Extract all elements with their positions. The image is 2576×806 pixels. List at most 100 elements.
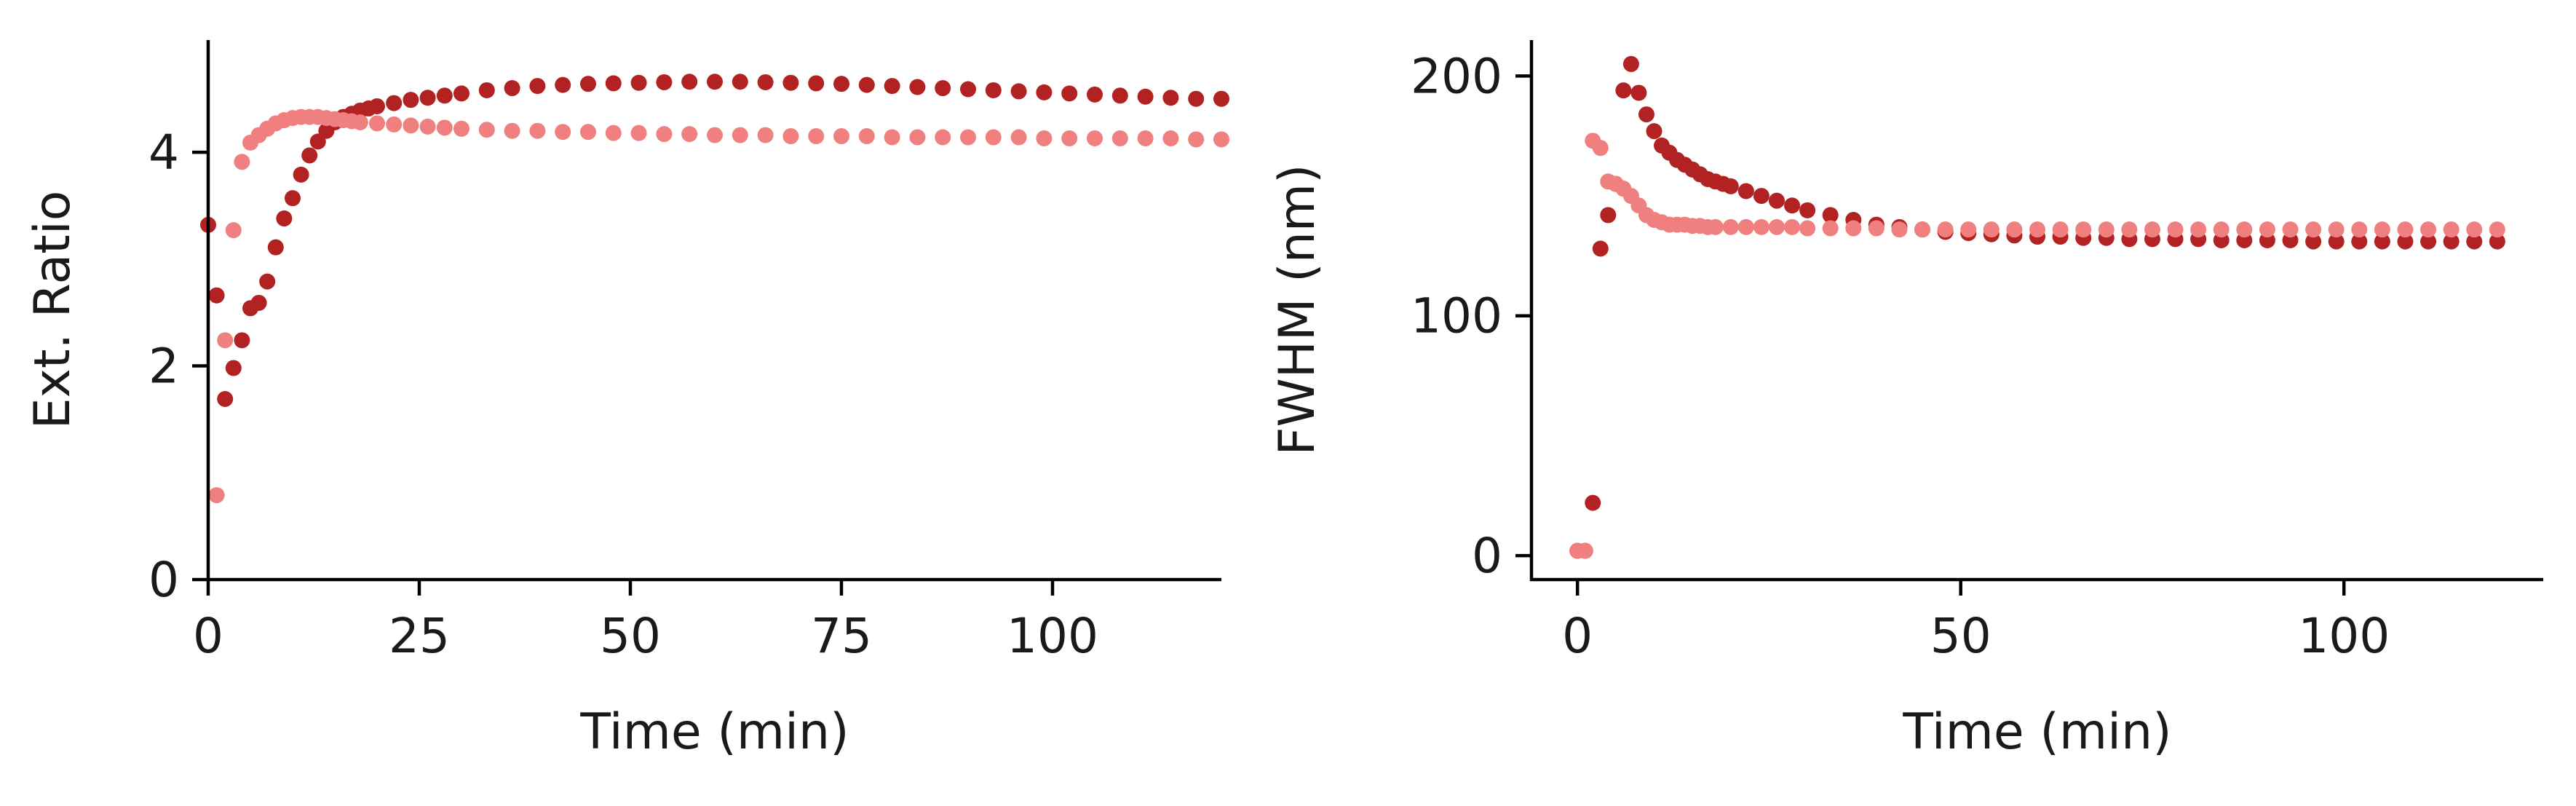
ext-ratio-ticks: 0 25 50 75 100 0 2 4 <box>148 125 1098 664</box>
ext-ratio-series-1-point <box>1036 84 1053 100</box>
ext-ratio-series-2-point <box>234 154 250 170</box>
fwhm-series-1-point <box>2443 233 2460 250</box>
ext-ratio-series-2-point <box>580 124 596 141</box>
fwhm-series-2-point <box>2282 221 2299 238</box>
ext-ratio-series-2-point <box>1162 130 1179 146</box>
ext-ratio-series-2-point <box>1061 130 1078 146</box>
ext-ratio-series-1-point <box>293 166 309 183</box>
fwhm-series-1-point <box>1722 178 1739 194</box>
ext-ratio-series-2-point <box>436 119 453 136</box>
fwhm-series-1-point <box>2374 233 2390 250</box>
fwhm-series-1-point <box>1646 123 1662 140</box>
fwhm-y-axis-label: FWHM (nm) <box>1269 164 1326 455</box>
fwhm-series-2-point <box>2190 221 2207 238</box>
ext-ratio-series-2-point <box>225 222 242 239</box>
fwhm-series-2-point <box>2098 221 2115 238</box>
ext-ratio-series-1-point <box>605 75 622 92</box>
ext-ratio-series-2-point <box>1111 130 1128 146</box>
ext-ratio-series-1-point <box>478 82 495 98</box>
ext-ratio-series-2-point <box>707 127 723 143</box>
ext-ratio-series-2-point <box>504 122 520 139</box>
fwhm-series-2-point <box>2029 221 2045 238</box>
ext-ratio-series-1-point <box>225 360 242 376</box>
ext-ratio-series-1-point <box>1111 87 1128 104</box>
ext-ratio-series-2-point <box>833 128 849 145</box>
ext-ratio-series-1-point <box>259 273 276 290</box>
ext-ratio-series-2-point <box>681 126 698 143</box>
ext-ratio-series-1-point <box>707 74 723 90</box>
ext-ratio-series-2-point <box>529 122 546 139</box>
ext-ratio-series-2-point <box>1010 129 1027 146</box>
ext-ratio-series-1-point <box>1137 88 1154 105</box>
fwhm-series-2-point <box>2305 221 2322 238</box>
ext-ratio-series-2-point <box>858 128 875 145</box>
fwhm-series-2-point <box>1707 218 1724 235</box>
ext-ratio-series-1-point <box>909 79 926 95</box>
fwhm-series-1-point <box>2489 233 2505 250</box>
fwhm-y-tick-label: 200 <box>1411 48 1502 104</box>
ext-ratio-series-2-point <box>478 122 495 138</box>
ext-ratio-series-1-point <box>234 332 250 349</box>
ext-ratio-y-tick-label: 4 <box>148 125 179 181</box>
ext-ratio-series-1-point <box>935 80 951 97</box>
ext-ratio-series-1-point <box>1087 86 1103 103</box>
ext-ratio-series-1-point <box>884 78 900 95</box>
ext-ratio-series-1-point <box>985 82 1002 98</box>
fwhm-series-2-point <box>1822 220 1839 237</box>
ext-ratio-x-tick-label: 100 <box>1007 608 1098 664</box>
ext-ratio-series-2-point <box>884 129 900 146</box>
fwhm-series-1-point <box>1622 55 1639 72</box>
ext-ratio-series-1-point <box>858 76 875 93</box>
ext-ratio-series-1-point <box>757 74 774 90</box>
ext-ratio-series-2-point <box>782 128 799 145</box>
fwhm-series-2-point <box>1577 542 1593 559</box>
fwhm-series-2-point <box>1784 218 1801 235</box>
ext-ratio-series-2-point <box>808 128 825 145</box>
ext-ratio-x-axis-label: Time (min) <box>579 703 849 761</box>
ext-ratio-series-1-point <box>250 294 267 311</box>
fwhm-series-2-point <box>2052 221 2069 238</box>
fwhm-series-1-point <box>2351 233 2368 250</box>
ext-ratio-series-1-point <box>782 74 799 91</box>
ext-ratio-series-1-point <box>386 95 403 111</box>
fwhm-x-tick-label: 50 <box>1930 608 1992 664</box>
ext-ratio-series-1-point <box>453 85 469 102</box>
ext-ratio-series-2-point <box>386 116 403 133</box>
fwhm-series-2-point <box>1737 218 1754 235</box>
ext-ratio-series-1-point <box>217 391 234 408</box>
ext-ratio-series-1-point <box>630 74 647 91</box>
fwhm-series-2-point <box>2466 221 2483 238</box>
ext-ratio-series-1-point <box>403 92 419 108</box>
fwhm-series-1-point <box>1753 188 1769 205</box>
ext-ratio-data-points <box>200 74 1229 504</box>
fwhm-series-2-point <box>1914 221 1931 238</box>
fwhm-y-tick-label: 100 <box>1411 288 1502 344</box>
ext-ratio-series-2-point <box>757 127 774 143</box>
ext-ratio-series-2-point <box>605 125 622 141</box>
ext-ratio-series-2-point <box>419 118 436 135</box>
ext-ratio-series-1-point <box>1061 85 1078 102</box>
fwhm-series-2-point <box>2006 221 2023 238</box>
ext-ratio-x-tick-label: 50 <box>600 608 661 664</box>
ext-ratio-series-2-point <box>208 487 225 504</box>
ext-ratio-series-1-point <box>309 133 326 150</box>
fwhm-series-1-point <box>1737 183 1754 199</box>
ext-ratio-series-1-point <box>1188 90 1205 107</box>
ext-ratio-series-2-point <box>630 125 647 141</box>
ext-ratio-y-tick-label: 2 <box>148 339 179 395</box>
ext-ratio-series-1-point <box>681 74 698 90</box>
ext-ratio-series-1-point <box>656 74 673 90</box>
ext-ratio-series-1-point <box>276 210 293 227</box>
fwhm-series-1-point <box>2328 233 2345 250</box>
ext-ratio-y-axis-label: Ext. Ratio <box>24 191 82 430</box>
ext-ratio-series-2-point <box>369 115 385 132</box>
fwhm-series-2-point <box>2259 221 2275 238</box>
ext-ratio-series-1-point <box>285 190 301 207</box>
fwhm-series-1-point <box>1822 207 1839 224</box>
fwhm-series-1-point <box>1799 202 1816 218</box>
fwhm-x-tick-label: 100 <box>2298 608 2390 664</box>
ext-ratio-series-1-point <box>808 75 825 92</box>
fwhm-y-tick-label: 0 <box>1472 528 1502 584</box>
ext-ratio-series-2-point <box>403 117 419 134</box>
